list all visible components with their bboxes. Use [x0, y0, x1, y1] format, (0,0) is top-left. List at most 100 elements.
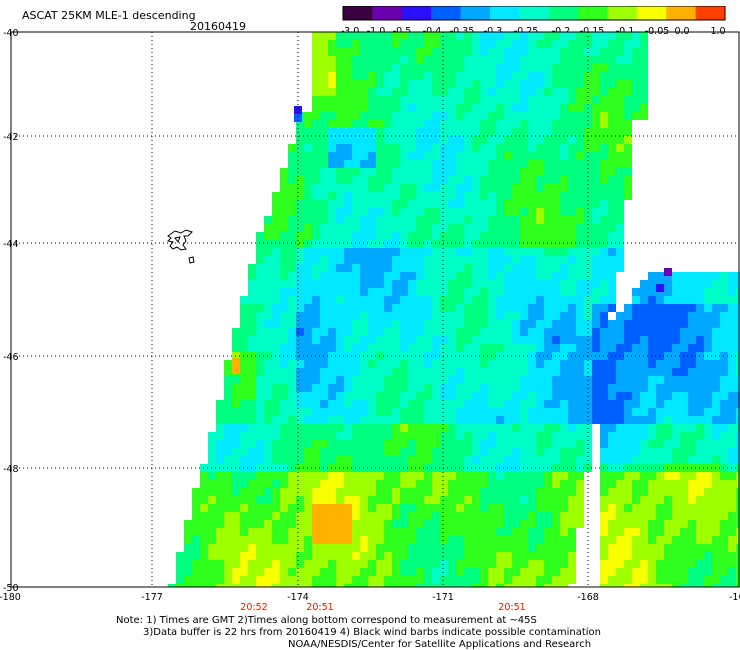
swath-cell — [168, 584, 176, 587]
swath-cell — [720, 384, 728, 392]
swath-cell — [696, 448, 704, 456]
swath-cell — [552, 72, 560, 80]
swath-cell — [360, 32, 368, 40]
swath-cell — [416, 432, 424, 440]
swath-cell — [280, 496, 288, 504]
swath-cell — [600, 480, 608, 488]
swath-cell — [464, 480, 472, 488]
swath-cell — [528, 240, 536, 248]
swath-cell — [408, 312, 416, 320]
swath-cell — [296, 368, 304, 376]
swath-cell — [408, 360, 416, 368]
swath-cell — [456, 560, 464, 568]
swath-cell — [488, 128, 496, 136]
swath-cell — [544, 360, 552, 368]
swath-cell — [496, 256, 504, 264]
swath-cell — [496, 120, 504, 128]
swath-cell — [240, 512, 248, 520]
swath-cell — [448, 144, 456, 152]
swath-cell — [328, 64, 336, 72]
swath-cell — [368, 560, 376, 568]
swath-cell — [256, 560, 264, 568]
swath-cell — [496, 552, 504, 560]
swath-cell — [600, 512, 608, 520]
swath-cell — [552, 304, 560, 312]
colorbar-segment — [666, 6, 697, 20]
swath-cell — [368, 536, 376, 544]
swath-cell — [440, 336, 448, 344]
swath-cell — [464, 200, 472, 208]
swath-cell — [368, 496, 376, 504]
swath-cell — [360, 360, 368, 368]
swath-cell — [512, 128, 520, 136]
swath-cell — [312, 576, 320, 584]
swath-cell — [704, 560, 712, 568]
swath-cell — [560, 72, 568, 80]
swath-cell — [384, 584, 392, 587]
swath-cell — [376, 568, 384, 576]
swath-cell — [328, 408, 336, 416]
swath-cell — [352, 528, 360, 536]
swath-cell — [552, 560, 560, 568]
swath-cell — [600, 40, 608, 48]
swath-cell — [464, 64, 472, 72]
swath-cell — [520, 136, 528, 144]
swath-cell — [464, 504, 472, 512]
swath-cell — [328, 344, 336, 352]
swath-cell — [280, 304, 288, 312]
swath-cell — [416, 56, 424, 64]
swath-cell — [560, 248, 568, 256]
swath-cell — [416, 560, 424, 568]
swath-cell — [408, 424, 416, 432]
swath-cell — [480, 200, 488, 208]
swath-cell — [544, 536, 552, 544]
swath-cell — [232, 416, 240, 424]
swath-cell — [304, 424, 312, 432]
swath-cell — [608, 264, 616, 272]
swath-cell — [624, 320, 632, 328]
swath-cell — [528, 320, 536, 328]
swath-cell — [504, 384, 512, 392]
swath-cell — [480, 64, 488, 72]
swath-cell — [424, 272, 432, 280]
swath-cell — [248, 584, 256, 587]
swath-cell — [672, 408, 680, 416]
swath-cell — [224, 456, 232, 464]
swath-cell — [632, 536, 640, 544]
swath-cell — [448, 72, 456, 80]
swath-cell — [288, 392, 296, 400]
swath-cell — [392, 96, 400, 104]
swath-cell — [448, 304, 456, 312]
swath-cell — [312, 48, 320, 56]
swath-cell — [312, 272, 320, 280]
swath-cell — [376, 432, 384, 440]
swath-cell — [216, 576, 224, 584]
swath-cell — [464, 112, 472, 120]
swath-cell — [384, 560, 392, 568]
swath-cell — [568, 296, 576, 304]
swath-cell — [200, 472, 208, 480]
swath-cell — [488, 488, 496, 496]
swath-cell — [624, 432, 632, 440]
swath-cell — [664, 424, 672, 432]
swath-cell — [664, 400, 672, 408]
swath-cell — [576, 88, 584, 96]
swath-cell — [304, 584, 312, 587]
swath-cell — [672, 480, 680, 488]
swath-cell — [688, 584, 696, 587]
swath-cell — [536, 392, 544, 400]
swath-cell — [360, 104, 368, 112]
swath-cell — [512, 392, 520, 400]
swath-cell — [256, 536, 264, 544]
swath-cell — [376, 480, 384, 488]
swath-cell — [568, 112, 576, 120]
swath-cell — [480, 528, 488, 536]
swath-cell — [304, 344, 312, 352]
swath-cell — [544, 160, 552, 168]
swath-cell — [536, 200, 544, 208]
swath-cell — [656, 328, 664, 336]
swath-cell — [448, 88, 456, 96]
swath-cell — [520, 312, 528, 320]
swath-cell — [448, 496, 456, 504]
swath-cell — [312, 456, 320, 464]
